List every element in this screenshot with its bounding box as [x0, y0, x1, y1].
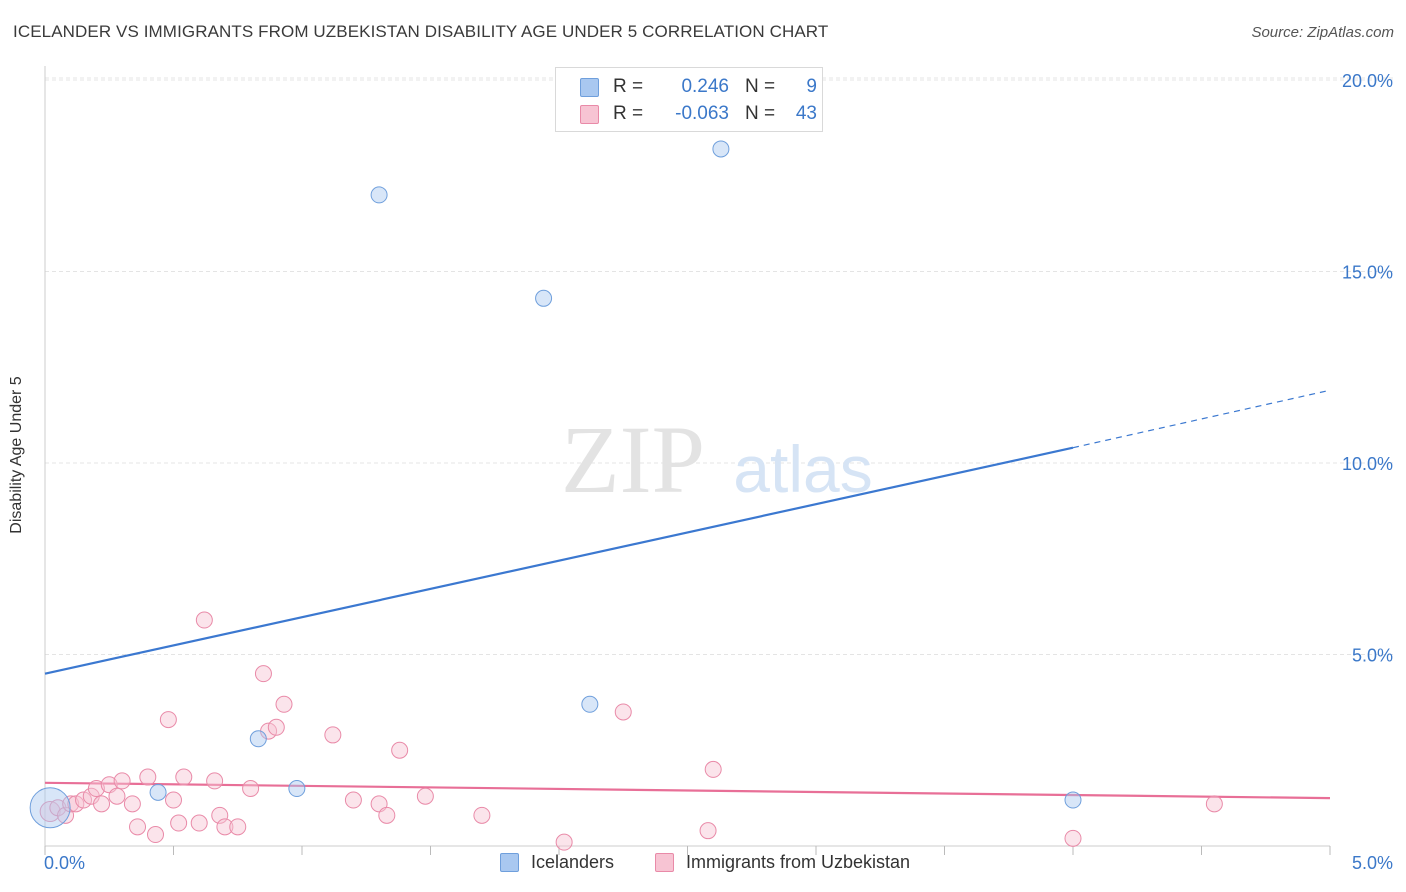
legend-swatch-uzbekistan [655, 853, 674, 872]
watermark-atlas: atlas [733, 432, 872, 506]
legend-row-icelanders: R = 0.246 N = 9 [580, 75, 817, 99]
source-attribution: Source: ZipAtlas.com [1251, 24, 1394, 41]
legend-n-label: N = [745, 76, 776, 97]
legend-row-uzbekistan: R = -0.063 N = 43 [580, 102, 817, 126]
legend-r-value: 0.246 [681, 76, 729, 97]
y-axis-label: Disability Age Under 5 [8, 376, 25, 534]
point-icelanders [370, 186, 388, 204]
point-icelanders [712, 140, 730, 158]
point-uzbekistan [416, 787, 434, 805]
point-uzbekistan [229, 818, 247, 836]
correlation-legend: R = 0.246 N = 9 R = -0.063 N = 43 [555, 67, 823, 132]
data-points [29, 140, 1223, 851]
legend-n-label: N = [745, 103, 776, 124]
legend-swatch-icelanders [500, 853, 519, 872]
x-tick-label: 5.0% [1352, 853, 1393, 873]
legend-n-value: 9 [806, 76, 817, 97]
y-tick-label: 5.0% [1352, 646, 1393, 666]
legend-swatch-icelanders [580, 77, 599, 97]
point-uzbekistan [206, 772, 224, 790]
point-uzbekistan [175, 768, 193, 786]
point-uzbekistan [195, 611, 213, 629]
y-tick-label: 10.0% [1342, 454, 1393, 474]
point-icelanders [149, 783, 167, 801]
point-uzbekistan [699, 822, 717, 840]
tick-labels: 5.0% 10.0% 15.0% 20.0% 0.0% 5.0% [44, 71, 1393, 873]
point-uzbekistan [108, 787, 126, 805]
legend-item-uzbekistan: Immigrants from Uzbekistan [655, 852, 910, 873]
point-uzbekistan [473, 806, 491, 824]
point-uzbekistan [254, 665, 272, 683]
x-tick-label: 0.0% [44, 853, 85, 873]
point-uzbekistan [170, 814, 188, 832]
trend-line-icelanders-extension [1072, 389, 1331, 449]
point-uzbekistan [324, 726, 342, 744]
point-uzbekistan [159, 711, 177, 729]
chart-title: ICELANDER VS IMMIGRANTS FROM UZBEKISTAN … [13, 22, 829, 41]
point-uzbekistan [391, 741, 409, 759]
point-icelanders [288, 780, 306, 798]
point-uzbekistan [139, 768, 157, 786]
zipatlas-watermark: ZIP atlas [561, 406, 873, 513]
legend-label-icelanders: Icelanders [531, 852, 615, 872]
point-icelanders [581, 695, 599, 713]
point-uzbekistan [555, 833, 573, 851]
point-uzbekistan [614, 703, 632, 721]
point-uzbekistan [704, 760, 722, 778]
y-tick-label: 15.0% [1342, 263, 1393, 283]
legend-label-uzbekistan: Immigrants from Uzbekistan [686, 852, 911, 872]
point-uzbekistan [344, 791, 362, 809]
point-uzbekistan [67, 795, 85, 813]
point-uzbekistan [190, 814, 208, 832]
point-icelanders [1064, 791, 1082, 809]
point-uzbekistan [275, 695, 293, 713]
point-icelanders [535, 289, 553, 307]
series-legend: Icelanders Immigrants from Uzbekistan [0, 852, 1406, 878]
point-uzbekistan [1064, 829, 1082, 847]
trend-lines [44, 389, 1331, 800]
point-uzbekistan [87, 780, 105, 798]
point-uzbekistan [75, 791, 93, 809]
point-uzbekistan [267, 718, 285, 736]
point-uzbekistan [62, 795, 80, 813]
point-uzbekistan [147, 826, 165, 844]
legend-r-value: -0.063 [675, 103, 729, 124]
point-uzbekistan [242, 780, 260, 798]
point-icelanders [249, 730, 267, 748]
point-uzbekistan [129, 818, 147, 836]
point-uzbekistan [1205, 795, 1223, 813]
point-icelanders [29, 787, 71, 829]
legend-r-label: R = [613, 76, 644, 97]
legend-item-icelanders: Icelanders [500, 852, 614, 873]
point-uzbekistan [93, 795, 111, 813]
point-uzbekistan [123, 795, 141, 813]
legend-swatch-uzbekistan [580, 104, 599, 124]
point-uzbekistan [216, 818, 234, 836]
grid-lines [45, 77, 1395, 655]
point-uzbekistan [378, 806, 396, 824]
y-tick-label: 20.0% [1342, 71, 1393, 91]
trend-line-icelanders [44, 446, 1074, 675]
trend-line-uzbekistan [44, 781, 1331, 800]
legend-n-value: 43 [795, 103, 817, 124]
point-uzbekistan [113, 772, 131, 790]
axes [44, 66, 1331, 855]
point-uzbekistan [165, 791, 182, 809]
watermark-zip: ZIP [561, 406, 705, 513]
point-uzbekistan [39, 801, 61, 823]
legend-r-label: R = [613, 103, 644, 124]
